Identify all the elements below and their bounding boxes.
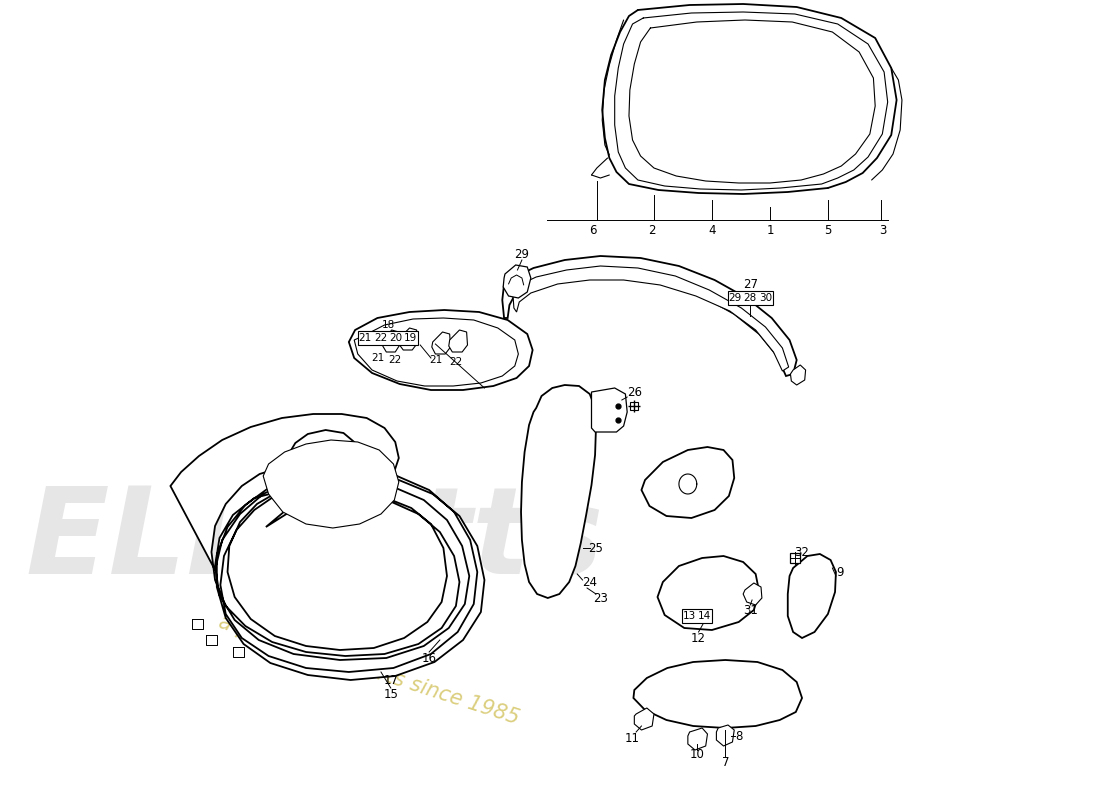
Polygon shape: [354, 318, 518, 386]
Text: 25: 25: [588, 542, 604, 554]
Text: 8: 8: [735, 730, 743, 742]
Text: 7: 7: [722, 755, 729, 769]
Bar: [682, 609, 712, 623]
Bar: [358, 331, 418, 345]
Text: 22: 22: [449, 357, 462, 367]
Text: 32: 32: [794, 546, 810, 558]
Polygon shape: [744, 583, 762, 605]
Polygon shape: [399, 328, 418, 350]
Text: 29: 29: [728, 293, 741, 303]
Polygon shape: [263, 440, 399, 528]
Text: 29: 29: [515, 249, 529, 262]
Text: 26: 26: [627, 386, 641, 399]
Text: 2: 2: [648, 223, 656, 237]
Text: 18: 18: [382, 320, 395, 330]
Text: 21: 21: [371, 353, 384, 363]
Polygon shape: [449, 330, 468, 352]
Text: 21: 21: [429, 355, 442, 365]
Bar: [727, 291, 773, 305]
Text: 13: 13: [683, 611, 696, 621]
Polygon shape: [688, 728, 707, 750]
Text: 30: 30: [759, 293, 772, 303]
Text: 11: 11: [625, 731, 640, 745]
Polygon shape: [521, 385, 596, 598]
Polygon shape: [716, 725, 734, 746]
Text: 3: 3: [880, 223, 887, 237]
Polygon shape: [503, 265, 531, 298]
Text: 31: 31: [742, 603, 758, 617]
Polygon shape: [634, 660, 802, 728]
Polygon shape: [791, 365, 805, 385]
Polygon shape: [513, 266, 789, 371]
Text: ELLIOtts: ELLIOtts: [25, 482, 604, 598]
Text: 23: 23: [593, 591, 608, 605]
Polygon shape: [503, 256, 796, 376]
Polygon shape: [432, 332, 451, 354]
Text: 14: 14: [697, 611, 711, 621]
Text: 12: 12: [691, 631, 706, 645]
Text: 6: 6: [590, 223, 597, 237]
Polygon shape: [170, 414, 484, 680]
Polygon shape: [641, 447, 734, 518]
Text: 20: 20: [389, 333, 403, 343]
Text: 9: 9: [836, 566, 844, 578]
Text: a passion for parts since 1985: a passion for parts since 1985: [216, 612, 521, 728]
Polygon shape: [383, 330, 399, 352]
Polygon shape: [592, 388, 627, 432]
Text: 27: 27: [742, 278, 758, 291]
Text: 21: 21: [359, 333, 372, 343]
Text: 5: 5: [824, 223, 832, 237]
Polygon shape: [788, 554, 836, 638]
Polygon shape: [635, 708, 653, 730]
Text: 24: 24: [582, 575, 597, 589]
Text: 22: 22: [388, 355, 401, 365]
Text: 17: 17: [383, 674, 398, 686]
Text: 10: 10: [690, 747, 704, 761]
Text: 4: 4: [708, 223, 716, 237]
Text: 22: 22: [374, 333, 387, 343]
Text: 19: 19: [404, 333, 418, 343]
Text: 16: 16: [421, 651, 437, 665]
Text: 1: 1: [767, 223, 773, 237]
Polygon shape: [658, 556, 759, 630]
Text: 28: 28: [744, 293, 757, 303]
Polygon shape: [349, 310, 532, 390]
Text: 15: 15: [383, 689, 398, 702]
